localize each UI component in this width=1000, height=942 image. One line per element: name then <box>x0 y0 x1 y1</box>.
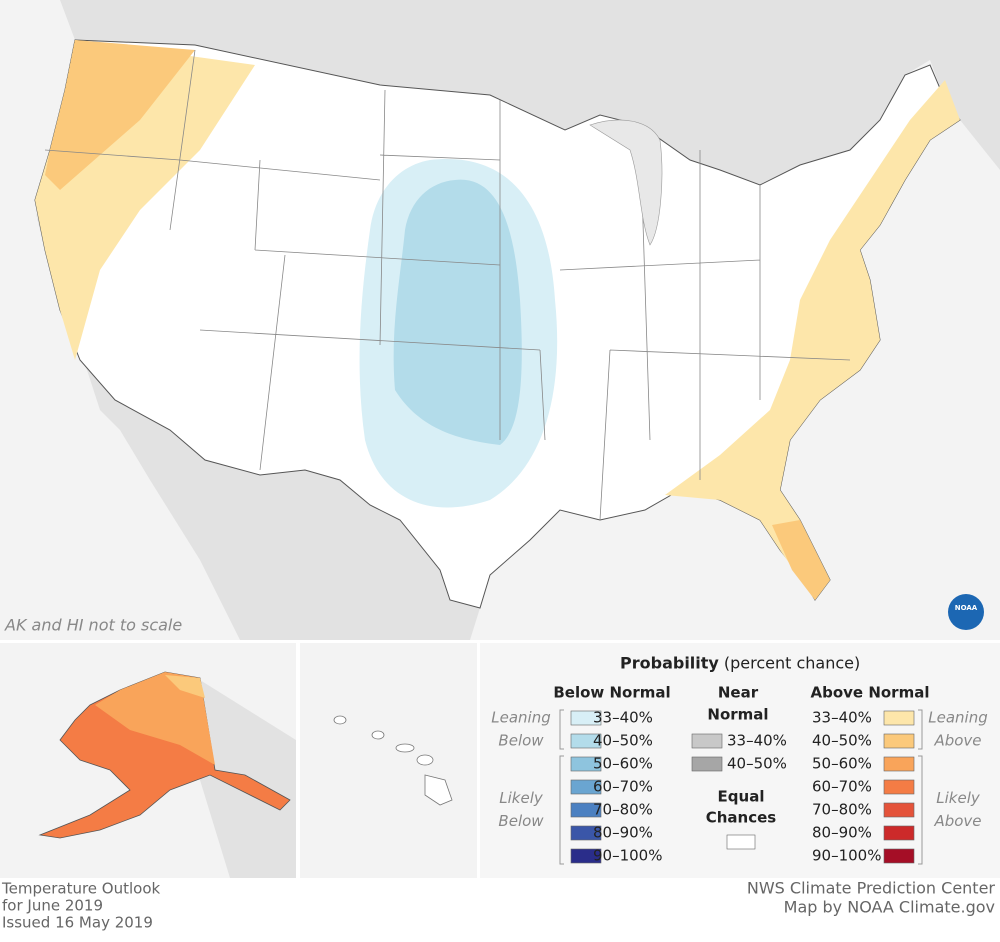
legend-heading: Equal <box>718 788 765 806</box>
legend-category: Below <box>498 812 544 830</box>
hawaii-panel <box>300 643 477 878</box>
alaska-50-60 <box>95 672 215 765</box>
legend-label: 40–50% <box>812 732 872 750</box>
legend-label: 33–40% <box>593 709 653 727</box>
legend-label: 80–90% <box>812 824 872 842</box>
legend-label: 33–40% <box>812 709 872 727</box>
legend-label: 70–80% <box>812 801 872 819</box>
above-40-50-florida <box>772 520 830 600</box>
legend-swatch <box>883 825 915 841</box>
legend-swatch <box>883 710 915 726</box>
legend-category: Likely <box>936 789 981 807</box>
legend-heading: Chances <box>706 809 777 827</box>
footer-text: NWS Climate Prediction Center <box>747 879 996 898</box>
below-40-50 <box>393 179 522 445</box>
legend-swatch <box>883 802 915 818</box>
legend-swatch <box>570 848 602 864</box>
legend-swatch <box>570 779 602 795</box>
mexico <box>35 210 480 640</box>
legend-heading: Normal <box>707 706 768 724</box>
legend-swatch <box>570 756 602 772</box>
legend-swatch <box>726 834 756 850</box>
footer-text: Temperature Outlook <box>1 880 161 898</box>
legend-swatch <box>570 825 602 841</box>
above-leaning-east <box>665 80 960 600</box>
legend-category: Leaning <box>928 709 987 727</box>
legend-label: 50–60% <box>812 755 872 773</box>
legend-category: Above <box>933 732 981 750</box>
legend-swatch <box>883 756 915 772</box>
legend-label: 40–50% <box>727 755 787 773</box>
legend-label: 33–40% <box>727 732 787 750</box>
legend-bracket <box>918 709 923 750</box>
legend-bracket <box>559 709 564 750</box>
legend-swatch <box>691 733 723 749</box>
legend-label: 50–60% <box>593 755 653 773</box>
legend-heading: Above Normal <box>811 684 930 702</box>
hawaii <box>333 715 453 806</box>
legend-bracket <box>559 755 564 865</box>
alaska <box>38 671 291 839</box>
legend-swatch <box>883 779 915 795</box>
legend-heading: Below Normal <box>553 684 670 702</box>
legend-title: Probability <box>620 654 719 673</box>
legend-swatch <box>883 733 915 749</box>
legend-label: 60–70% <box>812 778 872 796</box>
legend-subtitle: (percent chance) <box>724 654 860 673</box>
legend-label: 40–50% <box>593 732 653 750</box>
legend: Probability (percent chance) Below Normal 3… <box>491 654 988 865</box>
legend-label: 90–100% <box>812 847 881 865</box>
legend-category: Leaning <box>491 709 550 727</box>
legend-category: Likely <box>499 789 544 807</box>
footer-text: Issued 16 May 2019 <box>2 914 153 932</box>
map-note: AK and HI not to scale <box>4 616 182 635</box>
legend-swatch <box>691 756 723 772</box>
legend-swatch <box>570 802 602 818</box>
great-lakes <box>589 119 663 246</box>
legend-heading: Near <box>718 684 759 702</box>
logo-text: NOAA <box>955 604 978 612</box>
legend-label: 80–90% <box>593 824 653 842</box>
state-lines <box>44 49 851 521</box>
legend-label: 60–70% <box>593 778 653 796</box>
footer-text: for June 2019 <box>2 897 103 915</box>
legend-swatch <box>883 848 915 864</box>
legend-bracket <box>918 755 923 865</box>
noaa-logo <box>948 594 984 630</box>
canada <box>0 0 1000 185</box>
footer-text: Map by NOAA Climate.gov <box>784 898 995 917</box>
legend-swatch <box>570 710 602 726</box>
alaska-40-50 <box>165 675 205 698</box>
legend-swatch <box>570 733 602 749</box>
legend-label: 90–100% <box>593 847 662 865</box>
legend-label: 70–80% <box>593 801 653 819</box>
legend-category: Above <box>933 812 981 830</box>
legend-category: Below <box>498 732 544 750</box>
